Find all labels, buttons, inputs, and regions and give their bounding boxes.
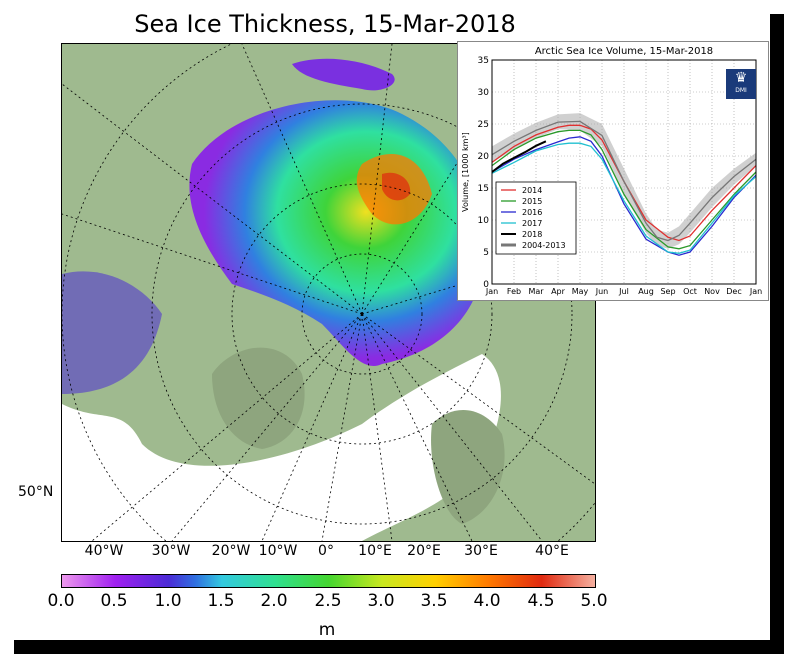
open-ocean [62,354,501,541]
legend-entry: 2017 [522,219,542,228]
lon-label-10w: 10°W [258,543,298,559]
x-tick-label: Feb [507,287,521,296]
x-tick-label: Apr [551,287,566,296]
colorbar-tick: 1.0 [154,591,182,611]
lon-label-0: 0° [318,543,334,559]
series-line-2014 [491,124,757,242]
volume-chart-svg: Arctic Sea Ice Volume, 15-Mar-2018 Volume… [461,46,762,296]
colorbar-tick: 0.0 [47,591,75,611]
frame-shadow-bottom [14,640,784,654]
colorbar [61,574,596,588]
x-tick-label: Mar [528,287,544,296]
inset-plot-frame [491,59,757,285]
lon-label-30e: 30°E [464,543,498,559]
x-tick-label: Aug [638,287,654,296]
x-tick-label: Dec [726,287,741,296]
colorbar-tick: 1.5 [207,591,235,611]
legend-box [495,181,577,255]
colorbar-tick: 0.5 [100,591,128,611]
scandinavia [431,410,505,524]
y-tick-label: 10 [478,216,490,226]
colorbar-tick: 3.5 [420,591,448,611]
lon-label-10e: 10°E [358,543,392,559]
lon-label-40e: 40°E [535,543,569,559]
legend-entry: 2015 [522,197,542,206]
colorbar-tick: 2.5 [314,591,342,611]
x-tick-label: Sep [660,287,675,296]
colorbar-tick: 3.0 [367,591,395,611]
colorbar-unit: m [318,620,336,640]
ice-edge-north [292,58,395,91]
lon-label-40w: 40°W [84,543,124,559]
y-tick-label: 15 [478,184,489,194]
series-line-2018 [491,140,547,173]
latitude-label-50n: 50°N [18,484,54,500]
x-tick-label: Jan [485,287,498,296]
y-tick-label: 30 [478,88,490,98]
volume-inset-chart: Arctic Sea Ice Volume, 15-Mar-2018 Volume… [457,41,769,301]
figure-title: Sea Ice Thickness, 15-Mar-2018 [134,10,516,38]
colorbar-tick: 4.0 [473,591,501,611]
lon-label-20w: 20°W [211,543,251,559]
dmi-logo-text: DMI [735,87,747,94]
hudson-bay-ice [62,271,162,394]
frame-shadow-right [770,14,784,654]
legend-entry: 2018 [522,230,542,239]
dmi-logo: ♛ DMI [726,69,756,99]
colorbar-tick: 2.0 [260,591,288,611]
series-line-2015 [491,129,757,250]
x-tick-label: Jun [595,287,609,296]
inset-title: Arctic Sea Ice Volume, 15-Mar-2018 [535,46,713,57]
legend-entry: 2004-2013 [522,241,566,250]
legend-entry: 2016 [522,208,542,217]
y-tick-label: 5 [483,248,489,258]
series-line-2004-2013 [491,120,757,242]
greenland [212,347,305,449]
thickest-ice-zone [382,172,411,201]
colorbar-tick: 4.5 [527,591,555,611]
legend-entry: 2014 [522,186,542,195]
colorbar-tick: 5.0 [580,591,608,611]
x-tick-label: Nov [704,287,720,296]
y-tick-label: 0 [483,280,489,290]
inset-y-label: Volume, [1000 km³] [461,132,470,212]
x-tick-label: Jan [749,287,762,296]
series-line-2017 [491,142,757,254]
y-tick-label: 35 [478,56,489,66]
lon-label-20e: 20°E [407,543,441,559]
x-tick-label: Jul [618,287,629,296]
x-tick-label: May [572,287,589,296]
y-tick-label: 25 [478,120,489,130]
lon-label-30w: 30°W [151,543,191,559]
crown-icon: ♛ [734,70,748,86]
y-tick-label: 20 [478,152,490,162]
x-tick-label: Oct [683,287,697,296]
